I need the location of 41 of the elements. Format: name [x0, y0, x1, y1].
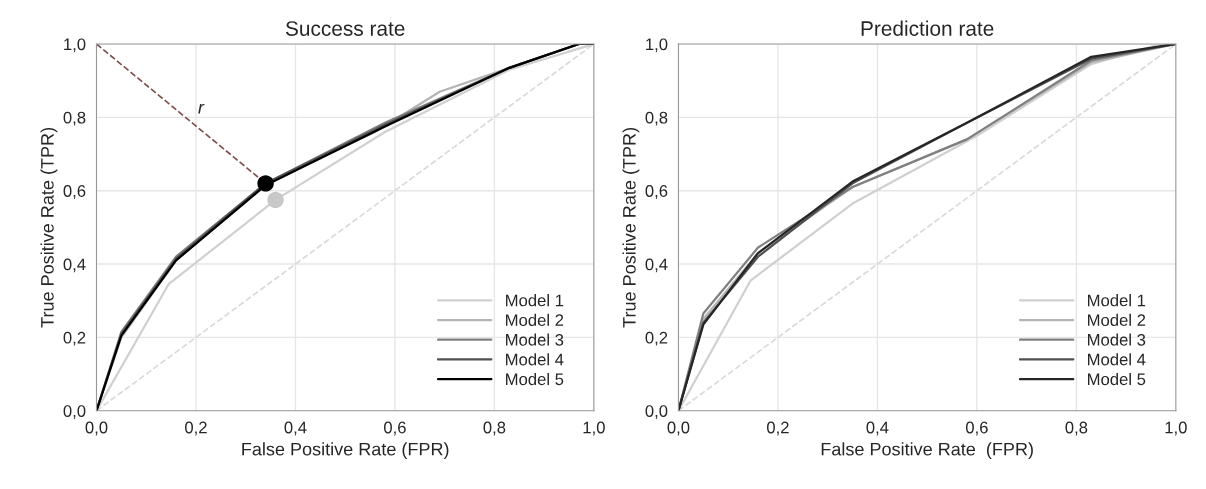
legend-label: Model 2 — [1088, 313, 1146, 327]
x-tick-label: 0,8 — [483, 421, 506, 436]
y-tick-label: 1,0 — [646, 38, 668, 53]
y-axis-title: True Positive Rate (TPR) — [40, 128, 58, 328]
annotation: r — [198, 103, 205, 114]
legend-label: Model 1 — [506, 294, 564, 307]
chart-title: Prediction rate — [861, 20, 994, 36]
x-tick-label: 0,8 — [1065, 421, 1088, 436]
x-tick-label: 0,6 — [965, 421, 988, 436]
y-tick-label: 0,2 — [645, 331, 668, 346]
legend-label: Model 5 — [1088, 372, 1146, 386]
y-tick-label: 0,0 — [63, 405, 86, 419]
legend-label: Model 1 — [1088, 294, 1146, 307]
x-tick-label: 1,0 — [1165, 421, 1187, 436]
x-axis-title: False Positive Rate (FPR) — [242, 442, 449, 460]
legend-label: Model 4 — [1088, 353, 1146, 366]
y-tick-label: 0,2 — [63, 331, 86, 346]
y-tick-label: 0,6 — [645, 185, 668, 199]
legend-label: Model 3 — [1088, 333, 1146, 346]
legend-label: Model 2 — [506, 313, 564, 327]
legend-label: Model 3 — [506, 333, 564, 346]
legend-label: Model 4 — [506, 353, 564, 366]
x-tick-label: 0,6 — [383, 421, 406, 436]
x-axis-title: False Positive Rate (FPR) — [821, 442, 1033, 460]
x-tick-label: 0,4 — [284, 421, 307, 436]
y-tick-label: 0,8 — [63, 111, 86, 126]
y-tick-label: 0,8 — [645, 111, 668, 126]
y-tick-label: 0,4 — [645, 258, 668, 273]
y-tick-label: 0,6 — [63, 185, 86, 199]
legend-label: Model 5 — [506, 372, 564, 386]
x-tick-label: 0,0 — [667, 421, 690, 436]
x-tick-label: 1,0 — [583, 421, 605, 436]
y-axis-title: True Positive Rate (TPR) — [622, 128, 640, 328]
x-tick-label: 0,0 — [85, 421, 108, 436]
x-tick-label: 0,2 — [185, 421, 207, 436]
y-tick-label: 1,0 — [64, 38, 86, 53]
x-tick-label: 0,2 — [766, 421, 789, 436]
x-tick-label: 0,4 — [866, 421, 889, 436]
chart-title: Success rate — [285, 21, 405, 36]
y-tick-label: 0,4 — [63, 258, 86, 273]
y-tick-label: 0,0 — [645, 405, 668, 419]
